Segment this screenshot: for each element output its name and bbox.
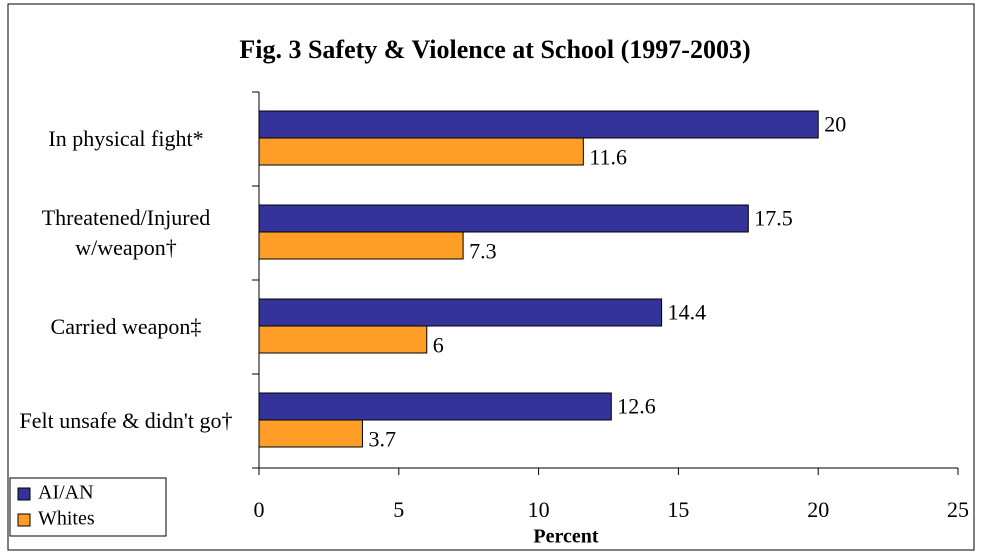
bar [258,419,363,448]
bar [258,392,612,421]
value-label: 20 [824,112,846,137]
category-label: Carried weapon‡ [50,314,202,339]
category-label: Felt unsafe & didn't go† [19,408,233,433]
value-label: 14.4 [668,300,707,325]
bar [258,325,428,354]
value-label: 3.7 [368,427,396,452]
bar [258,137,584,166]
x-axis-label: Percent [533,526,598,548]
x-tick-label: 25 [947,497,969,522]
chart-title: Fig. 3 Safety & Violence at School (1997… [239,35,750,64]
bar [258,204,749,233]
value-label: 17.5 [754,206,793,231]
legend-swatch [17,513,31,527]
value-label: 7.3 [469,239,497,264]
x-tick-label: 0 [254,497,265,522]
frame [7,3,975,551]
category-label: In physical fight* [48,126,204,151]
legend-label: AI/AN [38,482,94,504]
value-label: 11.6 [589,145,627,170]
value-label: 6 [433,333,444,358]
legend-swatch [17,487,31,501]
bar [258,231,464,260]
category-label: Threatened/Injured w/weapon† [41,205,211,260]
x-tick-label: 5 [393,497,404,522]
x-tick-label: 10 [528,497,550,522]
bar [258,110,819,139]
legend-box [9,477,167,537]
x-tick-label: 15 [667,497,689,522]
x-tick-label: 20 [807,497,829,522]
legend-label: Whites [38,508,95,530]
value-label: 12.6 [617,394,656,419]
bar [258,298,663,327]
